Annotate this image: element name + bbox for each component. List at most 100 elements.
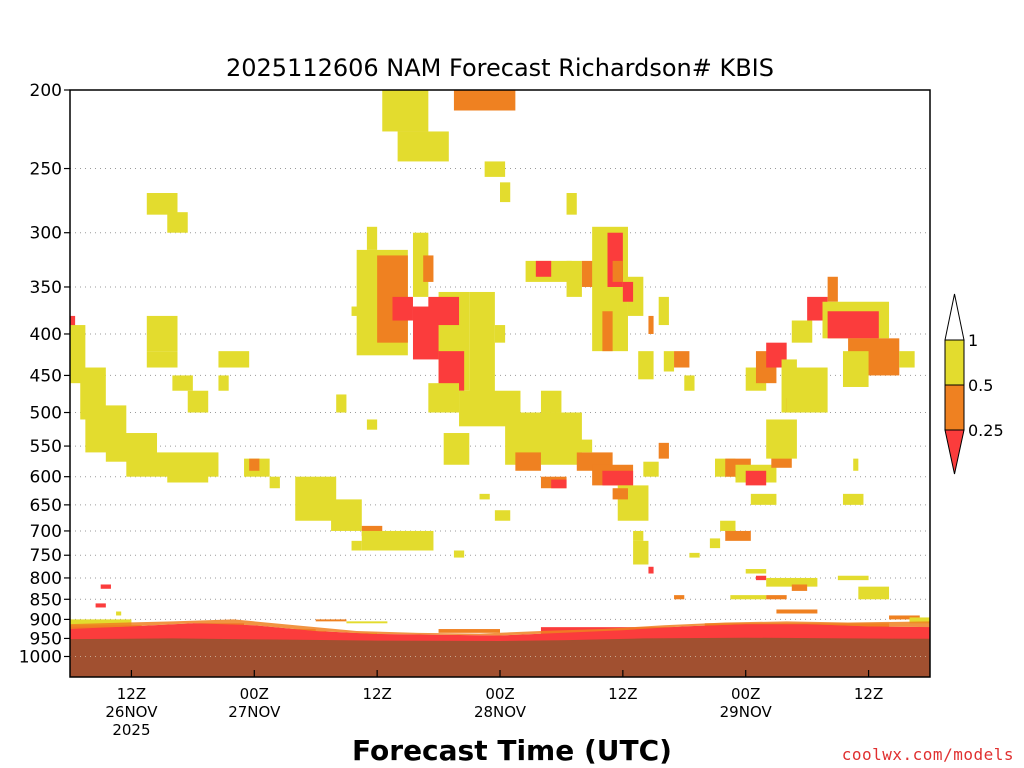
y-tick-label: 700	[30, 522, 62, 542]
ground-fill	[70, 637, 930, 677]
data-cell	[535, 260, 552, 277]
data-cell	[479, 493, 490, 500]
data-cell	[571, 439, 593, 453]
x-tick-label: 27NOV	[228, 703, 281, 721]
x-tick-label: 12Z	[854, 685, 883, 703]
ground-layer	[70, 637, 930, 677]
y-tick-label: 600	[30, 468, 62, 488]
data-cell	[684, 375, 695, 391]
legend-top-arrow	[944, 293, 965, 341]
data-cell	[438, 629, 500, 633]
data-cell	[766, 419, 797, 459]
data-cell	[766, 595, 787, 600]
data-cell	[612, 488, 628, 500]
data-cell	[423, 255, 434, 282]
y-tick-label: 800	[30, 569, 62, 589]
data-cell	[622, 281, 634, 302]
data-cell	[842, 351, 869, 387]
y-tick-label: 1000	[19, 647, 62, 667]
data-cell	[730, 595, 767, 600]
data-cell	[612, 260, 623, 282]
data-cell	[269, 476, 280, 489]
data-cell	[218, 375, 229, 391]
data-cell	[331, 499, 362, 531]
pbl-cell	[909, 617, 930, 624]
data-cell	[346, 621, 388, 624]
y-tick-label: 250	[30, 160, 62, 180]
x-tick-label: 00Z	[731, 685, 760, 703]
data-cell	[842, 493, 864, 505]
x-tick-label: 26NOV	[105, 703, 158, 721]
legend-label: 0.5	[968, 376, 993, 395]
data-cell	[566, 260, 582, 297]
x-tick-label: 28NOV	[474, 703, 527, 721]
data-cell	[295, 476, 337, 521]
data-cell	[494, 510, 511, 521]
data-cell	[351, 540, 362, 551]
data-cell	[658, 296, 669, 326]
data-cell	[791, 584, 808, 591]
data-cell	[858, 586, 890, 600]
data-cell	[361, 525, 383, 536]
data-cell	[116, 611, 122, 616]
data-cell	[633, 530, 644, 541]
x-axis-label: Forecast Time (UTC)	[352, 734, 672, 767]
data-cell	[146, 351, 178, 368]
data-cell	[791, 320, 813, 343]
data-cell	[453, 90, 516, 111]
legend-label: 0.25	[968, 421, 1004, 440]
data-cell	[643, 461, 659, 477]
data-cell	[663, 351, 675, 372]
data-cell	[689, 552, 700, 558]
data-cell	[500, 182, 511, 203]
data-cell	[100, 584, 111, 589]
data-cell	[366, 226, 378, 250]
data-cell	[95, 603, 106, 608]
data-cell	[602, 311, 613, 352]
data-cell	[837, 575, 869, 581]
data-cell	[755, 575, 767, 581]
data-cell	[766, 577, 818, 587]
y-tick-label: 950	[30, 629, 62, 649]
chart-title: 2025112606 NAM Forecast Richardson# KBIS	[226, 54, 774, 82]
data-cell	[428, 383, 460, 413]
data-cell	[648, 566, 654, 574]
data-cell	[187, 390, 209, 413]
y-tick-label: 500	[30, 404, 62, 424]
data-cell	[315, 619, 347, 622]
data-cell	[172, 375, 193, 391]
legend-label: 1	[968, 331, 978, 350]
data-cell	[889, 615, 920, 620]
colorbar-legend: 1 0.5 0.25	[944, 293, 1004, 475]
legend-swatch	[944, 384, 965, 431]
data-cell	[366, 419, 378, 430]
data-cell	[725, 530, 751, 541]
data-cell	[392, 296, 413, 321]
data-cell	[745, 470, 767, 486]
data-cell	[453, 550, 465, 558]
data-cell	[382, 90, 429, 132]
data-cell	[443, 433, 470, 465]
credit-text: coolwx.com/models	[841, 745, 1014, 764]
data-cell	[336, 394, 347, 413]
y-tick-label: 900	[30, 610, 62, 630]
y-tick-label: 400	[30, 325, 62, 345]
legend-bottom-arrow	[944, 429, 965, 475]
data-cell	[750, 493, 777, 505]
data-cell	[827, 311, 879, 339]
data-cell	[658, 442, 669, 459]
data-cell	[361, 530, 434, 551]
y-tick-label: 300	[30, 224, 62, 244]
data-cell	[540, 390, 562, 413]
x-tick-label: 12Z	[608, 685, 637, 703]
data-cell	[167, 470, 209, 483]
data-cell	[720, 520, 736, 531]
data-patches	[70, 90, 930, 643]
data-cell	[648, 315, 654, 334]
data-cell	[674, 351, 690, 368]
x-tick-label: 00Z	[240, 685, 269, 703]
y-tick-label: 650	[30, 496, 62, 516]
data-cell	[249, 458, 260, 471]
